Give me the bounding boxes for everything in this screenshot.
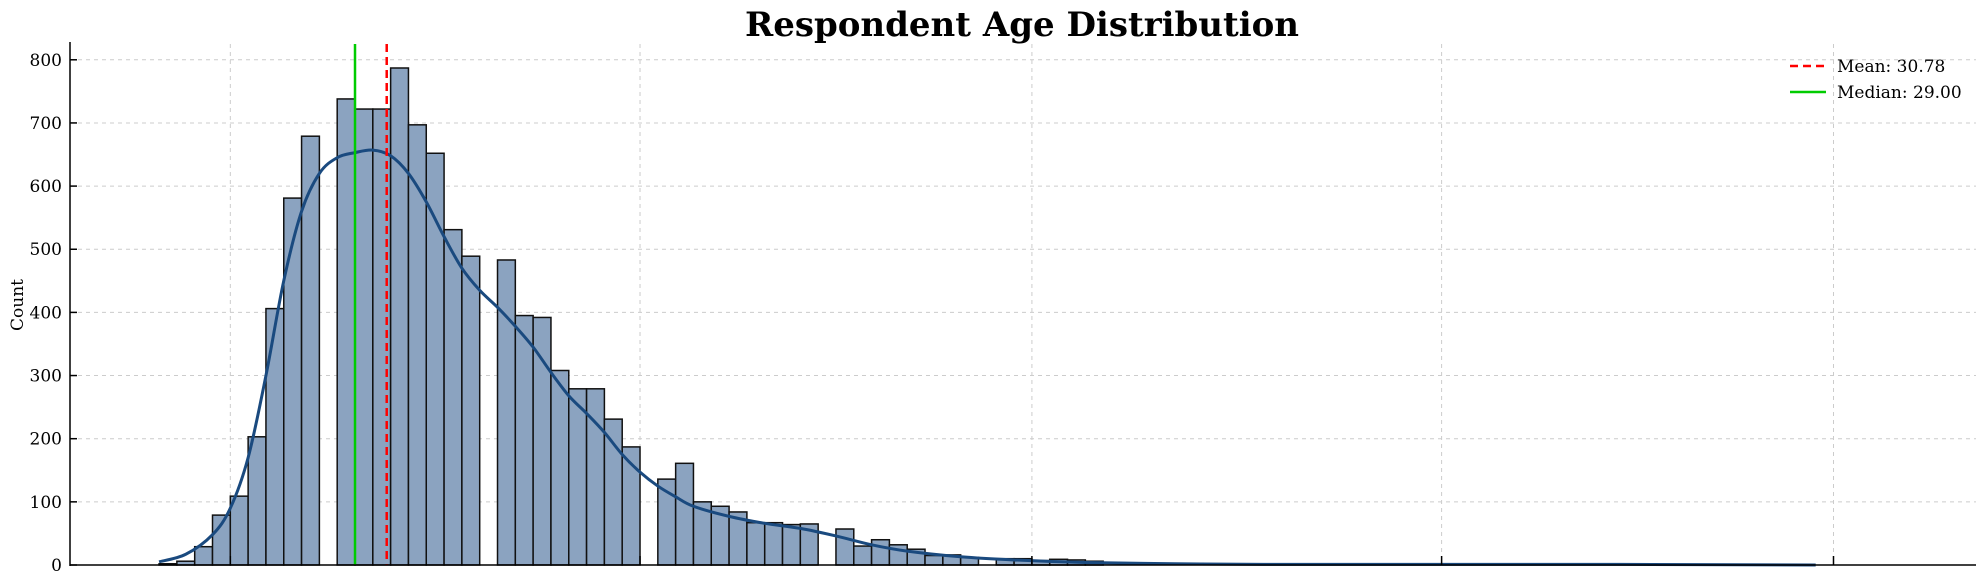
histogram-bar (550, 369, 570, 566)
y-tick-label: 0 (51, 556, 62, 576)
histogram-bar (532, 316, 552, 566)
histogram-bar (354, 108, 374, 566)
axes: 0 100 200 300 400 500 600 700 800 (30, 42, 1976, 576)
legend-median-label: Median: 29.00 (1837, 83, 1962, 103)
y-tick-label: 300 (30, 367, 62, 387)
histogram-bar (870, 538, 891, 566)
histogram-bar (496, 259, 517, 566)
histogram-bar (603, 418, 623, 566)
histogram-bar (407, 124, 428, 566)
legend: Mean: 30.78 Median: 29.00 (1790, 57, 1962, 103)
histogram-bar (924, 554, 944, 566)
histogram-bar (265, 307, 285, 566)
y-tick-label: 600 (30, 177, 62, 197)
y-axis-label: Count (8, 279, 28, 331)
histogram-bar (568, 388, 588, 566)
kde-curve (158, 148, 1816, 567)
y-tick-label: 700 (30, 114, 62, 134)
histogram-bar (193, 545, 214, 566)
histogram-bars (158, 67, 1104, 566)
histogram-bar (781, 523, 802, 566)
histogram-bar (229, 495, 249, 566)
histogram-bar (443, 228, 463, 566)
histogram-bar (835, 528, 855, 566)
legend-mean-label: Mean: 30.78 (1837, 57, 1945, 77)
histogram-bar (853, 545, 873, 566)
histogram-bar (336, 98, 356, 566)
y-tick-label: 200 (30, 430, 62, 450)
chart-title: Respondent Age Distribution (745, 5, 1299, 45)
histogram-bar (425, 152, 445, 566)
histogram-bar (674, 462, 695, 566)
histogram-bar (514, 314, 534, 566)
histogram-bar (389, 67, 410, 566)
histogram-bar (247, 436, 267, 566)
histogram-bar (763, 521, 784, 566)
reference-lines (353, 44, 388, 565)
histogram-bar (461, 255, 481, 566)
y-tick-label: 800 (30, 51, 62, 71)
y-tick-label: 100 (30, 493, 62, 513)
histogram-bar (746, 521, 766, 566)
y-tick-label: 500 (30, 240, 62, 260)
histogram-bar (283, 197, 303, 566)
y-tick-label: 400 (30, 303, 62, 323)
